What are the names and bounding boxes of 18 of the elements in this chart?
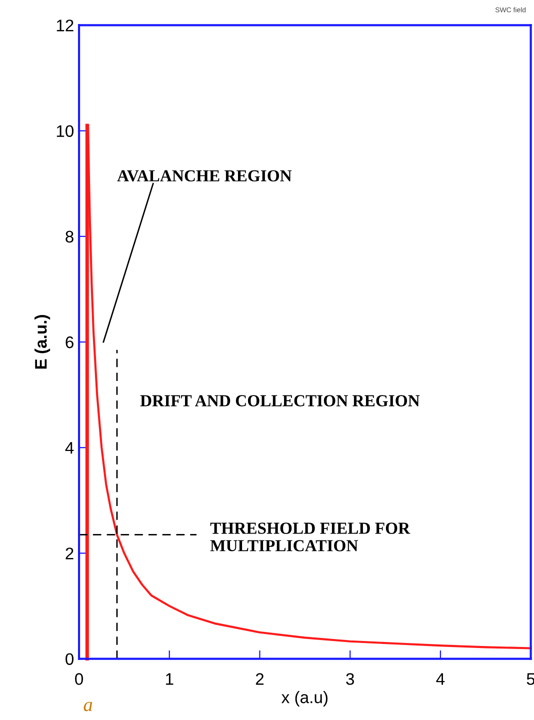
x-tick-label: 0: [75, 673, 84, 685]
x-tick-label: 3: [346, 673, 354, 685]
y-tick-label: 4: [65, 442, 74, 454]
x-axis-title: x (a.u): [281, 691, 328, 707]
text: a: [84, 702, 92, 712]
annotation: AVALANCHE REGION: [117, 170, 292, 182]
annotation: DRIFT AND COLLECTION REGION: [140, 395, 420, 406]
y-tick-label: 8: [66, 230, 74, 243]
y-tick-label: 0: [66, 653, 74, 666]
annotation: THRESHOLD FIELD FOR MULTIPLICATION: [210, 522, 410, 552]
y-axis-title: E (a.u.): [34, 315, 50, 369]
x-tick-label: 4: [436, 673, 445, 685]
x-tick-label: 1: [166, 673, 174, 685]
y-tick-label: 6: [66, 336, 74, 348]
y-tick-label: 12: [56, 20, 74, 32]
y-tick-label: 2: [66, 548, 74, 560]
x-tick-label: 2: [256, 673, 264, 685]
y-tick-label: 10: [56, 125, 74, 138]
